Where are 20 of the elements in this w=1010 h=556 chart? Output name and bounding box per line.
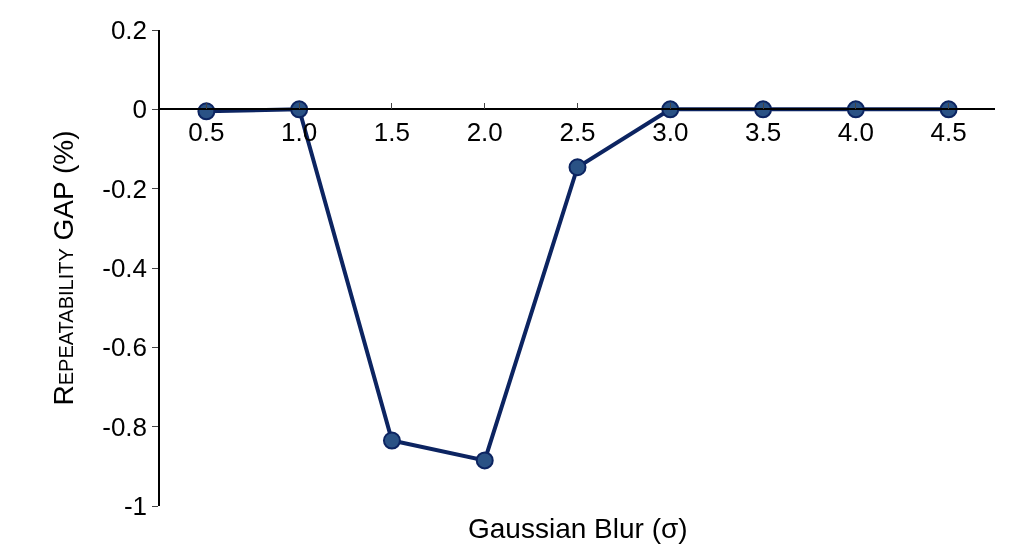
point [382,431,401,450]
x-axis-title: Gaussian Blur (σ) [468,513,688,544]
y-tick-label: 0 [132,94,148,125]
x-tick-label: 1.5 [373,117,411,148]
y-tick-label: 0.2 [110,15,148,46]
y-tick-label: -1 [123,491,148,522]
x-tick-label: 4.5 [930,117,967,148]
y-tick-label: -0.4 [102,253,148,284]
x-tick-label: 2.0 [466,117,503,148]
x-tick-label: 3.5 [744,117,782,148]
y-axis-title: Repeatability GAP (%) [48,130,80,406]
x-tick-label: 4.0 [837,117,874,148]
point [568,158,587,177]
point [475,451,494,470]
y-tick-label: -0.2 [102,173,148,204]
x-tick-label: 2.5 [559,117,596,148]
x-tick-label: 0.5 [188,117,225,148]
y-tick-label: -0.8 [102,411,148,442]
y-tick-label: -0.6 [102,332,148,363]
x-tick-label: 3.0 [652,117,689,148]
